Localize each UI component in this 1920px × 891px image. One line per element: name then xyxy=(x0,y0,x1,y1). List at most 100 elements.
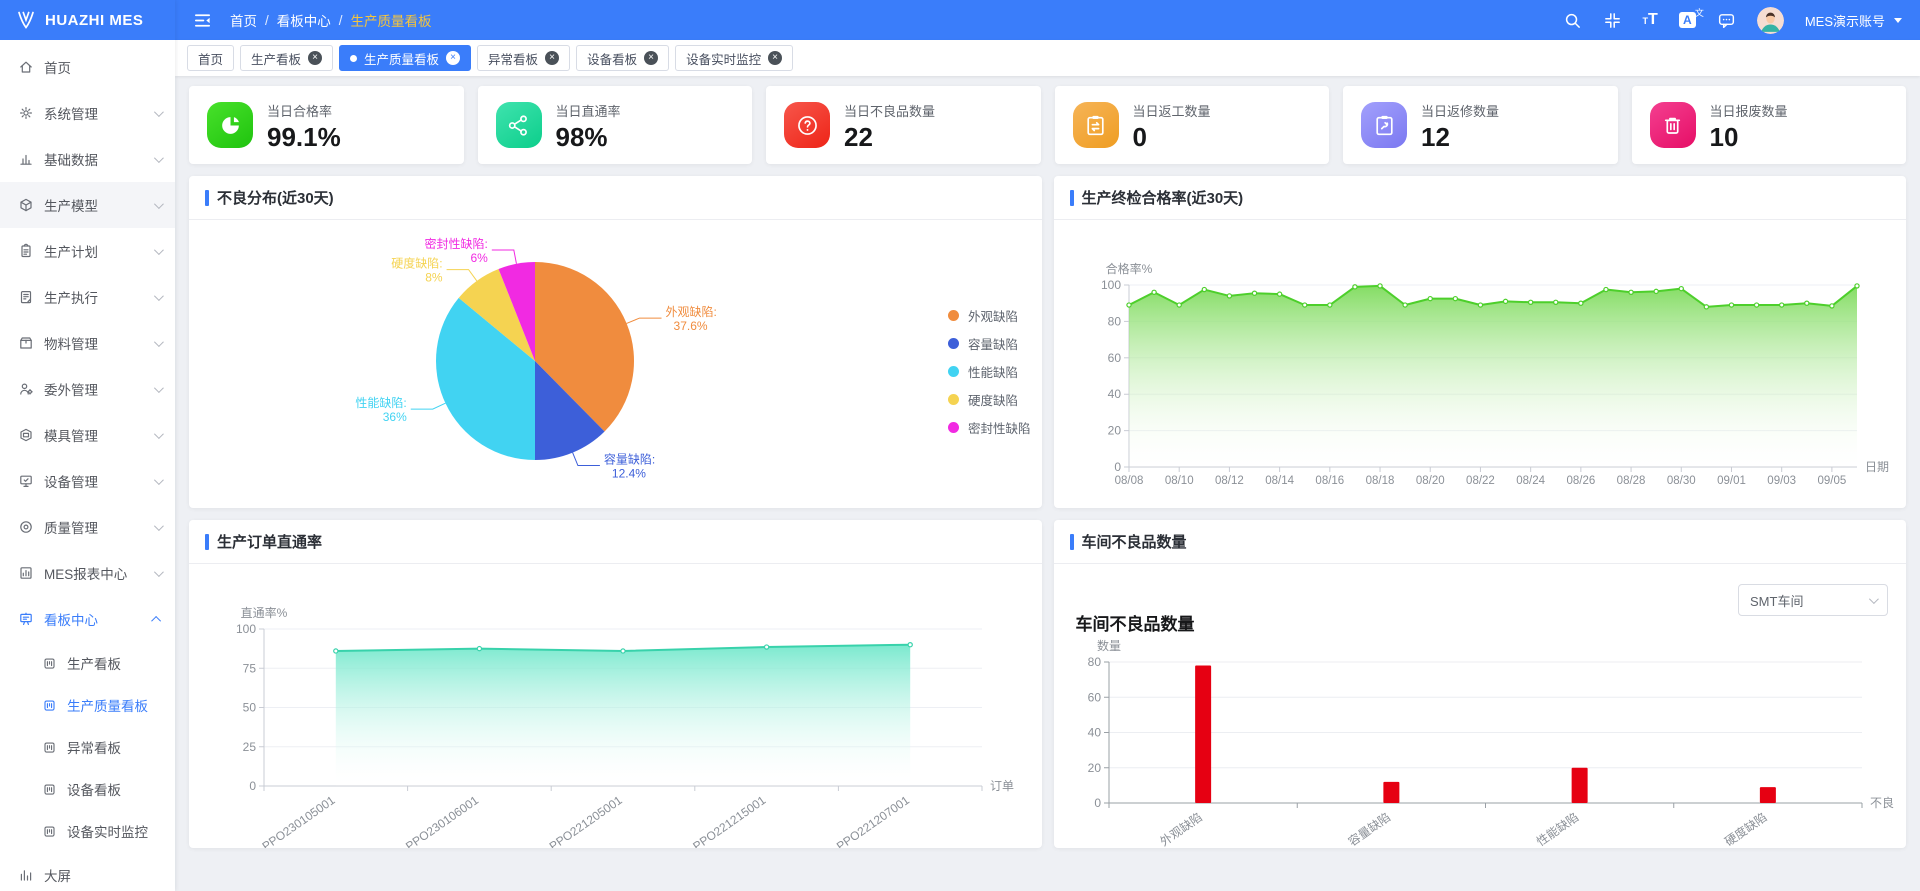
svg-text:100: 100 xyxy=(1100,278,1120,292)
search-icon[interactable] xyxy=(1563,11,1582,30)
message-icon[interactable] xyxy=(1717,11,1736,30)
dashboard-content: 当日合格率 99.1% 当日直通率 98% 当日不良品数量 22 当日返工数量 0 当日返修数量… xyxy=(175,76,1920,891)
kpi-label: 当日直通率 xyxy=(555,103,621,119)
avatar[interactable] xyxy=(1756,6,1784,34)
tab-close-icon[interactable]: × xyxy=(446,51,461,65)
svg-text:20: 20 xyxy=(1087,761,1101,775)
kpi-label: 当日合格率 xyxy=(267,103,333,119)
tab-close-icon[interactable]: × xyxy=(308,51,323,65)
user-gear-icon xyxy=(20,383,33,395)
sidebar-item-1[interactable]: 系统管理 xyxy=(0,90,175,136)
sidebar: HUAZHI MES 首页 系统管理 基础数据 生产模型 生产计划 生产执行 物料管理 委外管… xyxy=(0,0,175,891)
menu-fold-icon[interactable] xyxy=(193,11,212,30)
exit-fullscreen-icon[interactable] xyxy=(1603,11,1622,30)
legend-item[interactable]: 容量缺陷 xyxy=(947,334,1031,353)
sidebar-item-10[interactable]: 质量管理 xyxy=(0,504,175,550)
chevron-down-icon xyxy=(153,382,164,393)
kpi-value: 10 xyxy=(1709,121,1739,152)
kpi-card-2: 当日不良品数量 22 xyxy=(766,86,1041,164)
chevron-up-icon xyxy=(151,615,162,626)
sidebar-subitem-3[interactable]: 设备看板 xyxy=(0,768,175,810)
tab-label: 首页 xyxy=(198,52,224,67)
sidebar-subitem-1[interactable]: 生产质量看板 xyxy=(0,684,175,726)
sidebar-subitem-4[interactable]: 设备实时监控 xyxy=(0,810,175,852)
svg-text:0: 0 xyxy=(249,779,256,793)
report-icon xyxy=(20,567,32,579)
breadcrumb-item[interactable]: 首页 xyxy=(230,14,257,29)
tab-3[interactable]: 异常看板 × xyxy=(477,45,571,71)
svg-text:合格率%: 合格率% xyxy=(1105,261,1152,276)
sidebar-item-4[interactable]: 生产计划 xyxy=(0,228,175,274)
translate-icon[interactable]: A 文 xyxy=(1678,8,1704,28)
legend-item[interactable]: 密封性缺陷 xyxy=(947,418,1031,437)
tab-0[interactable]: 首页 xyxy=(187,45,235,71)
tab-close-icon[interactable]: × xyxy=(644,51,659,65)
tab-1[interactable]: 生产看板 × xyxy=(240,45,334,71)
tab-2[interactable]: 生产质量看板 × xyxy=(339,45,472,71)
breadcrumb-item[interactable]: 看板中心 xyxy=(276,14,331,29)
tab-label: 设备看板 xyxy=(587,52,638,67)
sidebar-subitem-2[interactable]: 异常看板 xyxy=(0,726,175,768)
sidebar-item-0[interactable]: 首页 xyxy=(0,44,175,90)
title-marker xyxy=(1069,189,1074,206)
kpi-value: 12 xyxy=(1421,121,1450,152)
panel-header: 生产订单直通率 xyxy=(189,520,1042,564)
sidebar-item-7[interactable]: 委外管理 xyxy=(0,366,175,412)
sidebar-item-2[interactable]: 基础数据 xyxy=(0,136,175,182)
legend-item[interactable]: 性能缺陷 xyxy=(947,362,1031,381)
svg-text:性能缺陷: 性能缺陷 xyxy=(1533,809,1581,848)
tab-close-icon[interactable]: × xyxy=(768,51,783,65)
sidebar-item-8[interactable]: 模具管理 xyxy=(0,412,175,458)
username[interactable]: MES演示账号 xyxy=(1804,13,1885,29)
kpi-label: 当日不良品数量 xyxy=(844,103,936,119)
board-icon xyxy=(20,612,32,625)
svg-text:09/03: 09/03 xyxy=(1767,475,1796,487)
cube-icon xyxy=(20,198,32,212)
svg-text:订单: 订单 xyxy=(990,779,1014,793)
legend-dot-icon xyxy=(947,366,959,377)
workshop-select[interactable]: SMT车间 xyxy=(1738,584,1888,616)
legend-label: 性能缺陷 xyxy=(967,366,1018,380)
tab-4[interactable]: 设备看板 × xyxy=(576,45,670,71)
svg-text:硬度缺陷:: 硬度缺陷: xyxy=(391,256,442,271)
tab-label: 生产质量看板 xyxy=(364,52,440,67)
sidebar-subitem-label: 生产质量看板 xyxy=(67,699,148,714)
svg-text:60: 60 xyxy=(1087,690,1101,704)
bigscreen-icon xyxy=(20,870,32,881)
sidebar-subitem-label: 生产看板 xyxy=(67,657,121,672)
chart-inner-title: 车间不良品数量 xyxy=(1075,615,1195,634)
legend-item[interactable]: 硬度缺陷 xyxy=(947,390,1031,409)
svg-text:25: 25 xyxy=(243,740,257,754)
sidebar-item-12[interactable]: 看板中心 xyxy=(0,596,175,642)
svg-text:直通率%: 直通率% xyxy=(241,605,288,620)
svg-text:08/26: 08/26 xyxy=(1566,475,1595,487)
svg-text:8%: 8% xyxy=(425,271,443,285)
sidebar-item-3[interactable]: 生产模型 xyxy=(0,182,175,228)
svg-text:数量: 数量 xyxy=(1096,638,1120,653)
svg-text:PPO221215001: PPO221215001 xyxy=(690,793,768,848)
legend-item[interactable]: 外观缺陷 xyxy=(947,306,1031,325)
sidebar-subitem-0[interactable]: 生产看板 xyxy=(0,642,175,684)
svg-text:PPO221207001: PPO221207001 xyxy=(834,793,912,848)
share-nodes-icon xyxy=(508,114,527,136)
sidebar-item-9[interactable]: 设备管理 xyxy=(0,458,175,504)
tab-5[interactable]: 设备实时监控 × xyxy=(675,45,794,71)
sidebar-subitem-label: 设备看板 xyxy=(67,783,121,798)
svg-text:08/28: 08/28 xyxy=(1616,475,1645,487)
legend-dot-icon xyxy=(947,338,959,349)
tab-close-icon[interactable]: × xyxy=(545,51,560,65)
sidebar-item-5[interactable]: 生产执行 xyxy=(0,274,175,320)
svg-text:08/16: 08/16 xyxy=(1315,475,1344,487)
svg-text:60: 60 xyxy=(1107,351,1121,365)
sidebar-item-6[interactable]: 物料管理 xyxy=(0,320,175,366)
sidebar-item-11[interactable]: MES报表中心 xyxy=(0,550,175,596)
kpi-card-0: 当日合格率 99.1% xyxy=(189,86,464,164)
kpi-value: 98% xyxy=(555,121,608,152)
sidebar-item-13[interactable]: 大屏 xyxy=(0,852,175,891)
title-marker xyxy=(205,533,209,550)
kanban-icon xyxy=(44,741,55,753)
panel-header: 车间不良品数量 xyxy=(1053,520,1906,564)
svg-text:80: 80 xyxy=(1087,655,1101,669)
